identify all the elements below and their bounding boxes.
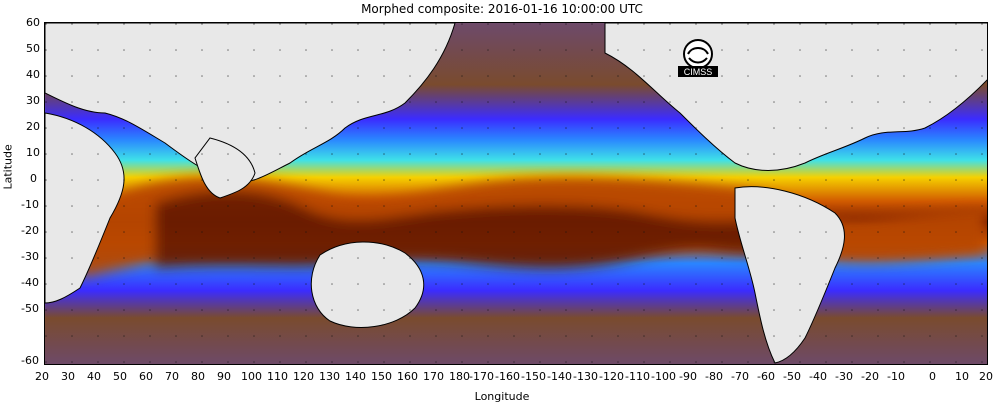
x-tick: -20 [861, 370, 879, 383]
cimss-logo: CIMSS [678, 39, 718, 77]
x-tick: 90 [217, 370, 231, 383]
x-tick: -70 [731, 370, 749, 383]
y-tick: -40 [21, 276, 39, 289]
moisture-map [45, 23, 987, 364]
x-tick: -140 [547, 370, 572, 383]
y-tick: -10 [21, 198, 39, 211]
x-tick: 80 [191, 370, 205, 383]
x-tick: 180 [449, 370, 470, 383]
x-tick: -80 [705, 370, 723, 383]
map-title: Morphed composite: 2016-01-16 10:00:00 U… [361, 2, 643, 16]
map-frame [44, 22, 988, 365]
y-tick: 20 [26, 120, 40, 133]
y-tick: 10 [26, 146, 40, 159]
graticule [45, 23, 987, 364]
x-tick: 20 [979, 370, 993, 383]
x-tick: 130 [319, 370, 340, 383]
y-tick: 0 [30, 172, 37, 185]
x-tick: 100 [241, 370, 262, 383]
x-tick: 40 [87, 370, 101, 383]
x-tick: 160 [397, 370, 418, 383]
y-tick: -50 [21, 302, 39, 315]
logo-text: CIMSS [684, 67, 713, 77]
x-axis-label: Longitude [474, 390, 530, 403]
x-tick: 110 [267, 370, 288, 383]
x-tick: 60 [139, 370, 153, 383]
x-tick: -10 [887, 370, 905, 383]
y-tick: 50 [26, 42, 40, 55]
x-tick: 30 [61, 370, 75, 383]
x-tick: 70 [165, 370, 179, 383]
y-tick: -60 [21, 354, 39, 367]
x-tick: -110 [625, 370, 650, 383]
x-tick: -40 [809, 370, 827, 383]
y-axis-label: Latitude [1, 144, 15, 190]
x-tick: -170 [469, 370, 494, 383]
y-tick: -20 [21, 224, 39, 237]
x-tick: 50 [113, 370, 127, 383]
x-tick: 20 [35, 370, 49, 383]
x-tick: -60 [757, 370, 775, 383]
x-tick: -120 [599, 370, 624, 383]
x-tick: -160 [495, 370, 520, 383]
y-tick: 60 [26, 16, 40, 29]
y-tick: -30 [21, 250, 39, 263]
x-tick: -100 [651, 370, 676, 383]
x-tick: -150 [521, 370, 546, 383]
x-tick: -50 [783, 370, 801, 383]
x-tick: 170 [423, 370, 444, 383]
y-tick: 40 [26, 68, 40, 81]
x-tick: 120 [293, 370, 314, 383]
x-tick: 10 [955, 370, 969, 383]
x-tick: 140 [345, 370, 366, 383]
x-tick: -30 [835, 370, 853, 383]
x-tick: -90 [679, 370, 697, 383]
y-tick: 30 [26, 94, 40, 107]
x-tick: 0 [929, 370, 936, 383]
x-tick: -130 [573, 370, 598, 383]
x-tick: 150 [371, 370, 392, 383]
